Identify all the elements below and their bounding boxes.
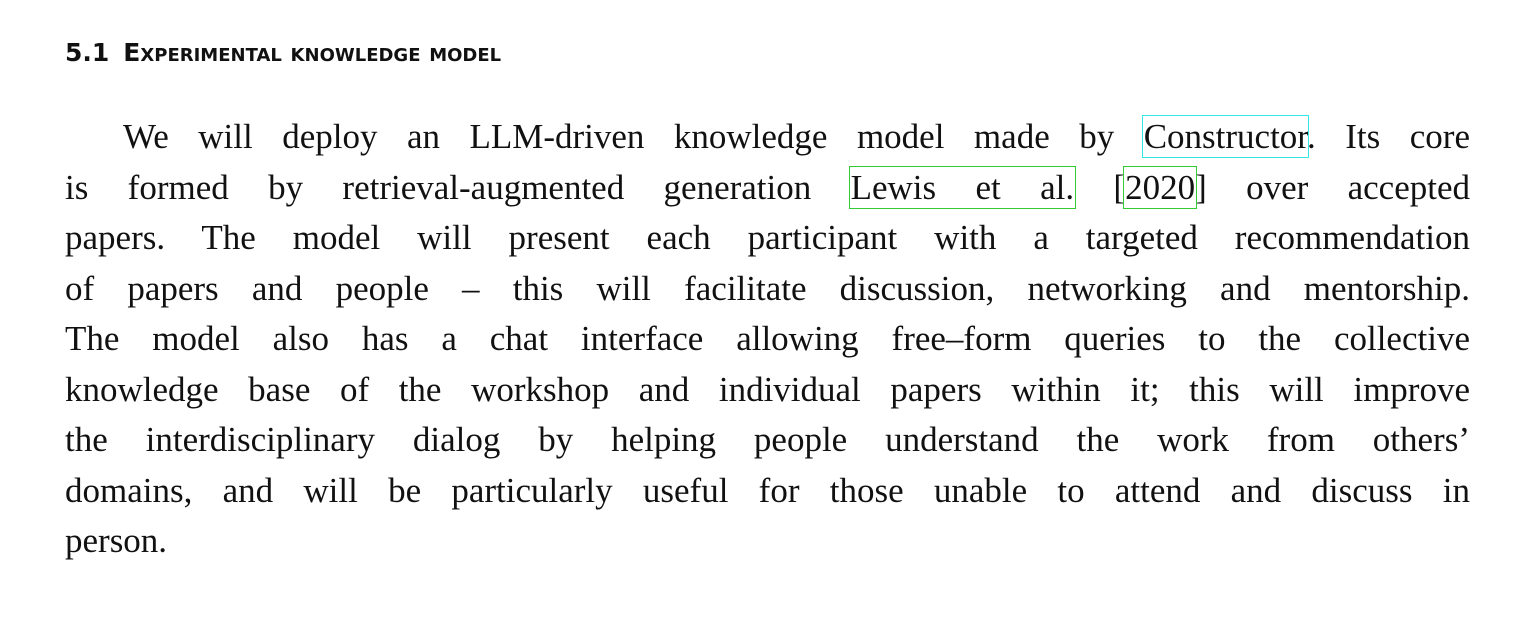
citation-link[interactable]: Lewis et al.	[848, 165, 1077, 209]
text: is formed by retrieval-augmented generat…	[65, 167, 851, 207]
text: . Its core	[1307, 117, 1470, 156]
text-line: of papers and people – this will facilit…	[65, 268, 1470, 308]
section-heading: 5.1 Experimental knowledge model	[65, 38, 501, 67]
text-line: We will deploy an LLM-driven knowledge m…	[65, 112, 1470, 163]
text: We will deploy an LLM-driven knowledge m…	[123, 117, 1144, 156]
citation-year-link[interactable]: 2020	[1123, 165, 1198, 209]
text-line: The model also has a chat interface allo…	[65, 319, 1470, 358]
section-number: 5.1	[65, 38, 110, 67]
text-line: knowledge base of the workshop and indiv…	[65, 369, 1470, 409]
section-title: Experimental knowledge model	[123, 38, 502, 67]
text-line: domains, and will be particularly useful…	[65, 470, 1470, 510]
text-line: is formed by retrieval-augmented generat…	[65, 163, 1470, 214]
link[interactable]: Constructor	[1141, 115, 1310, 158]
text-line: the interdisciplinary dialog by helping …	[65, 420, 1470, 459]
text-line: papers. The model will present each part…	[65, 218, 1470, 257]
text-line: person.	[65, 521, 168, 560]
text: [	[1074, 167, 1126, 207]
paragraph: We will deploy an LLM-driven knowledge m…	[65, 112, 1470, 567]
text: ] over accepted	[1195, 167, 1471, 207]
